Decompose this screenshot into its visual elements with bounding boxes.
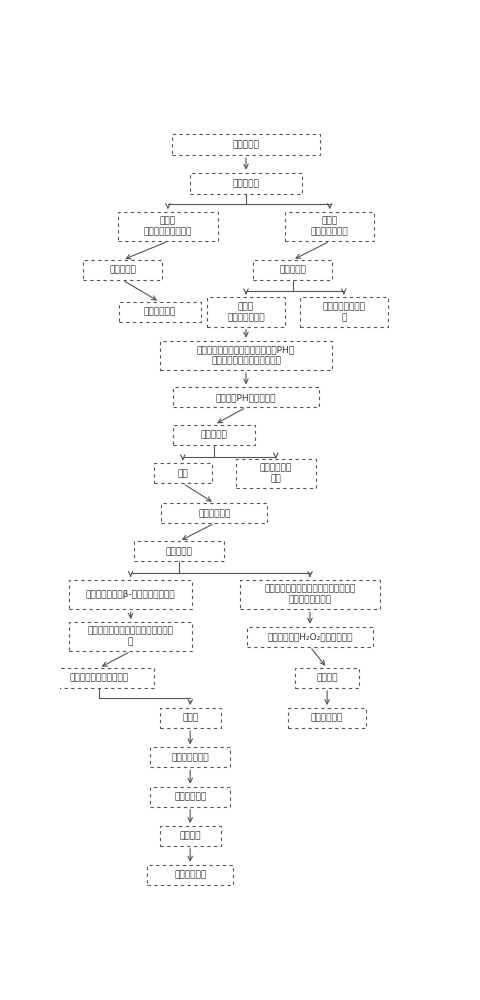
Text: 减压蒸发浓缩: 减压蒸发浓缩 <box>174 792 206 801</box>
Text: 海参低聚肽粉: 海参低聚肽粉 <box>174 870 206 879</box>
FancyBboxPatch shape <box>207 297 285 327</box>
FancyBboxPatch shape <box>159 708 221 728</box>
FancyBboxPatch shape <box>173 387 319 407</box>
FancyBboxPatch shape <box>147 865 233 885</box>
FancyBboxPatch shape <box>44 668 154 688</box>
Text: 截留液加热，加入安琪固态干酵母搅拌
发酵进行脱腥处理: 截留液加热，加入安琪固态干酵母搅拌 发酵进行脱腥处理 <box>264 585 356 605</box>
Text: 有机膜过滤: 有机膜过滤 <box>279 265 306 274</box>
Text: 喷雾干燥: 喷雾干燥 <box>180 832 201 840</box>
Text: 分离蛋白碎片: 分离蛋白碎片 <box>144 308 176 316</box>
FancyBboxPatch shape <box>134 541 224 561</box>
FancyBboxPatch shape <box>296 668 359 688</box>
Text: 保安过滤器: 保安过滤器 <box>233 179 259 188</box>
FancyBboxPatch shape <box>247 627 373 647</box>
FancyBboxPatch shape <box>172 134 321 155</box>
Text: 颗粒活性炭柱进一步脱腥、脱味、脱
色: 颗粒活性炭柱进一步脱腥、脱味、脱 色 <box>88 627 174 647</box>
Text: 截留物
（蛋白碎片、泥沙）: 截留物 （蛋白碎片、泥沙） <box>144 217 192 237</box>
FancyBboxPatch shape <box>160 341 332 370</box>
FancyBboxPatch shape <box>173 425 255 445</box>
Text: 截留液
（蛋白、多糖）: 截留液 （蛋白、多糖） <box>227 302 265 322</box>
Text: 海参多糖干品: 海参多糖干品 <box>311 714 343 722</box>
Text: 透过液加热，加β-环糊精，搅拌处理: 透过液加热，加β-环糊精，搅拌处理 <box>86 590 176 599</box>
Text: 冷冻干燥: 冷冻干燥 <box>316 674 338 682</box>
FancyBboxPatch shape <box>285 212 374 241</box>
FancyBboxPatch shape <box>288 708 366 728</box>
Text: 精滤液: 精滤液 <box>182 714 198 722</box>
Text: 滤液: 滤液 <box>178 469 188 478</box>
Text: 海参蒸煮水: 海参蒸煮水 <box>233 140 259 149</box>
FancyBboxPatch shape <box>118 212 218 241</box>
Text: 搅拌下加浓度H₂O₂溶液搅拌脱色: 搅拌下加浓度H₂O₂溶液搅拌脱色 <box>267 632 353 641</box>
FancyBboxPatch shape <box>119 302 201 322</box>
FancyBboxPatch shape <box>300 297 387 327</box>
Text: 透过液（无机盐）
弃: 透过液（无机盐） 弃 <box>323 302 365 322</box>
FancyBboxPatch shape <box>84 260 162 280</box>
FancyBboxPatch shape <box>69 622 192 651</box>
Text: 旋流分离机: 旋流分离机 <box>109 265 136 274</box>
FancyBboxPatch shape <box>161 503 267 523</box>
FancyBboxPatch shape <box>253 260 332 280</box>
FancyBboxPatch shape <box>240 580 380 609</box>
Text: 管式离心机: 管式离心机 <box>201 430 228 439</box>
FancyBboxPatch shape <box>150 787 230 807</box>
FancyBboxPatch shape <box>190 173 302 194</box>
Text: 颗粒性杂质和
脂质: 颗粒性杂质和 脂质 <box>260 463 292 483</box>
Text: 陶瓷膜或板框过滤机脱炭: 陶瓷膜或板框过滤机脱炭 <box>70 674 129 682</box>
FancyBboxPatch shape <box>150 747 230 767</box>
Text: 调整料液固含量，料液温度，料液PH，
加专用复合蛋白酶，搅拌酶解: 调整料液固含量，料液温度，料液PH， 加专用复合蛋白酶，搅拌酶解 <box>197 345 295 365</box>
FancyBboxPatch shape <box>69 580 192 609</box>
Text: 透过液
（蛋白、多糖）: 透过液 （蛋白、多糖） <box>311 217 348 237</box>
FancyBboxPatch shape <box>236 459 316 488</box>
Text: 调酶解液PH，升温灭酶: 调酶解液PH，升温灭酶 <box>216 393 276 402</box>
Text: 有机膜超滤浓缩: 有机膜超滤浓缩 <box>171 753 209 762</box>
FancyBboxPatch shape <box>154 463 212 483</box>
FancyBboxPatch shape <box>159 826 221 846</box>
Text: 有机膜分离: 有机膜分离 <box>166 547 192 556</box>
Text: 热交换器冷却: 热交换器冷却 <box>198 509 230 518</box>
